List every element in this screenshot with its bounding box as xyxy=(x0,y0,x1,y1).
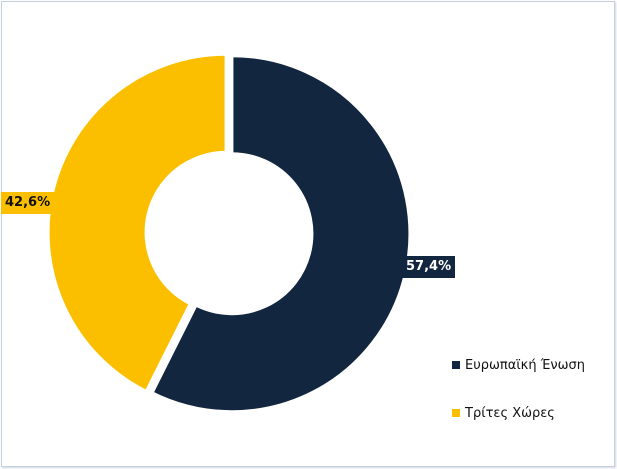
donut-slice-1 xyxy=(46,52,228,394)
legend-label: Ευρωπαϊκή Ένωση xyxy=(465,357,586,373)
legend: Ευρωπαϊκή Ένωση Τρίτες Χώρες xyxy=(452,355,585,451)
legend-label: Τρίτες Χώρες xyxy=(465,405,555,421)
data-label-third-countries: 42,6% xyxy=(1,192,55,214)
legend-item-eu: Ευρωπαϊκή Ένωση xyxy=(452,355,585,375)
data-label-eu: 57,4% xyxy=(402,256,456,278)
legend-swatch xyxy=(452,409,460,417)
legend-swatch xyxy=(452,361,460,369)
legend-item-third-countries: Τρίτες Χώρες xyxy=(452,403,585,423)
donut-slice-0 xyxy=(150,54,412,414)
